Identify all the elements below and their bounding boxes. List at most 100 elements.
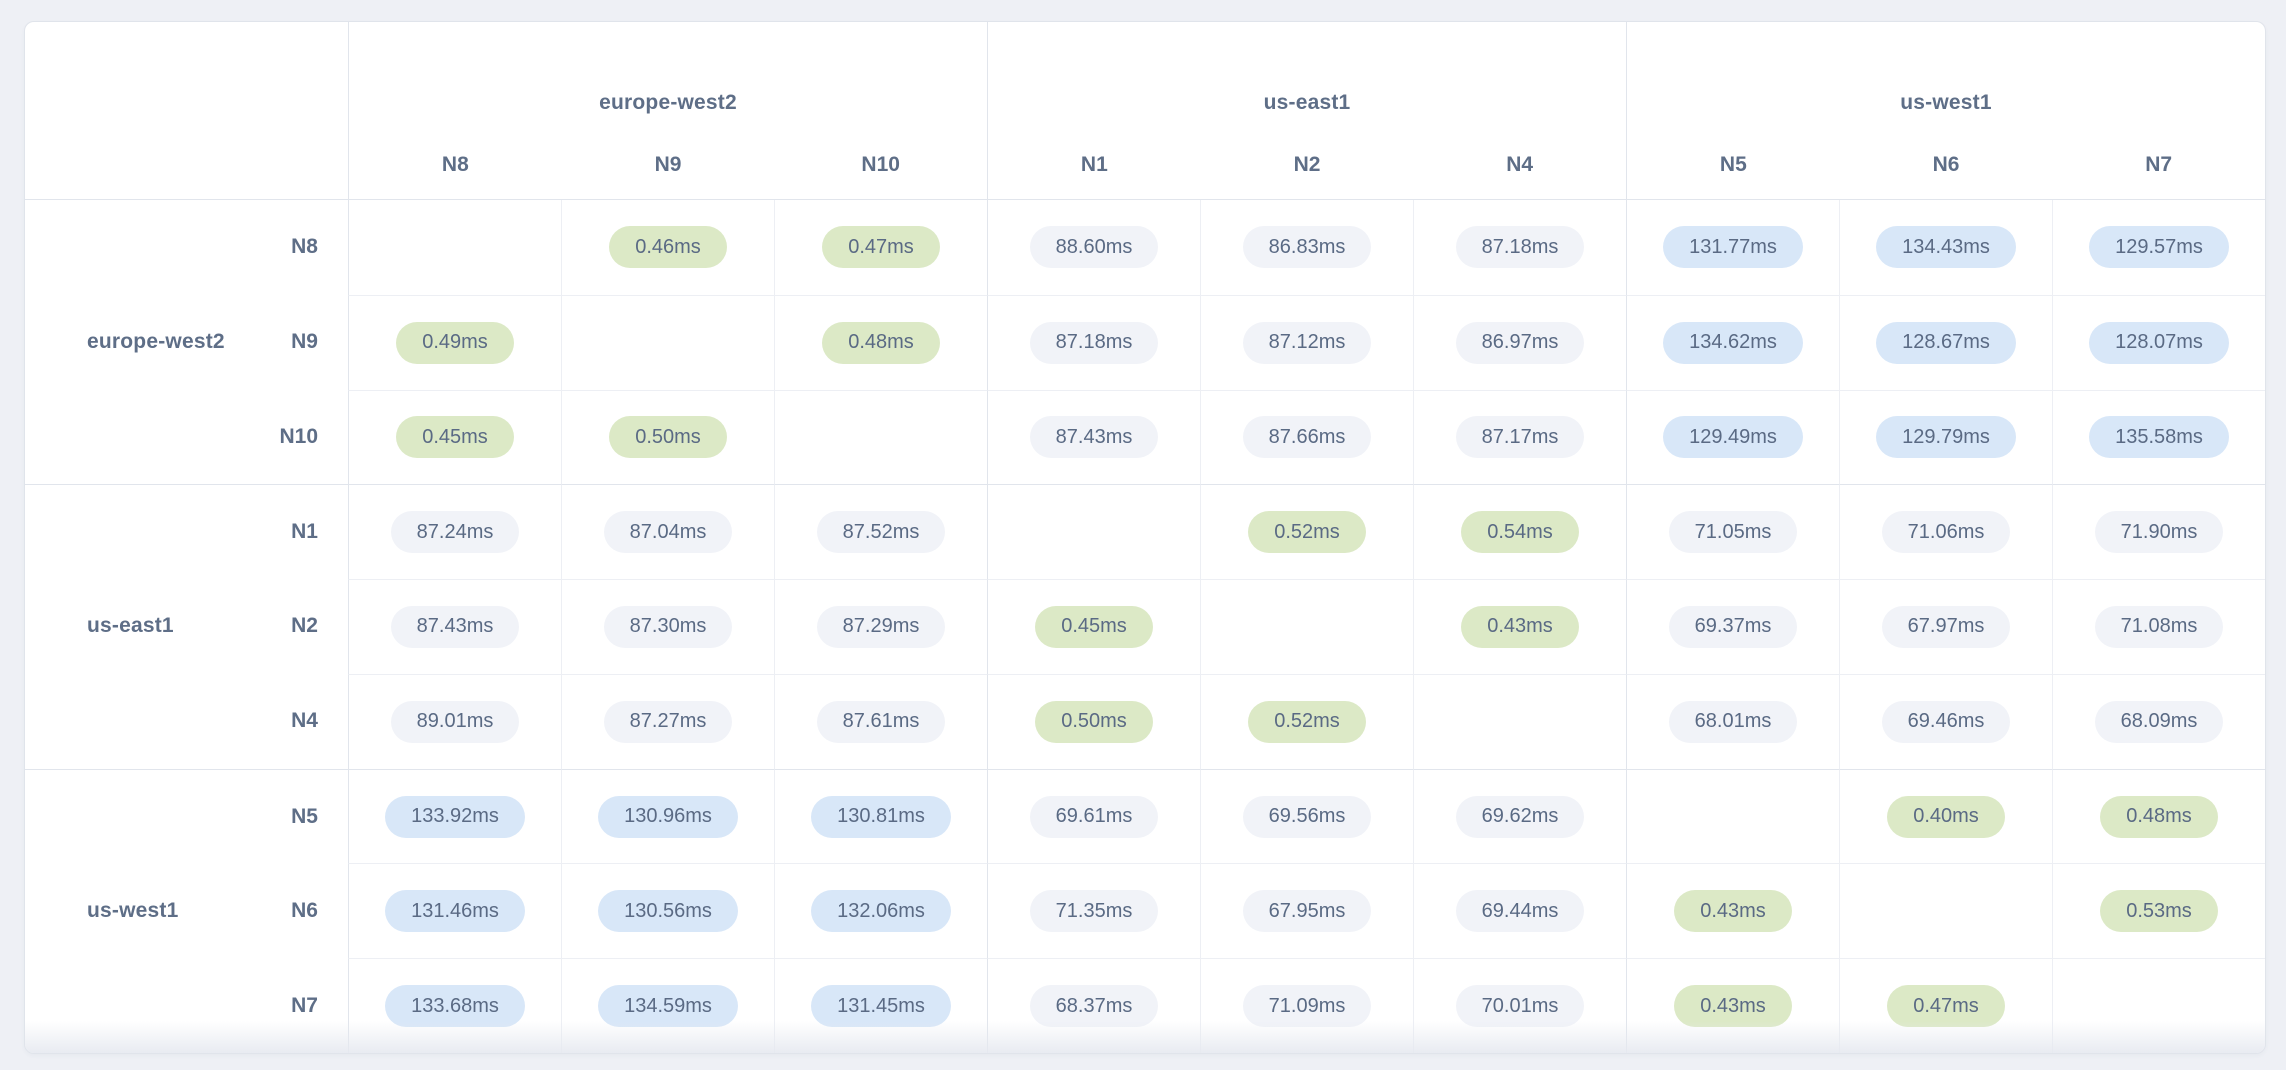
latency-pill: 67.97ms <box>1881 605 2011 648</box>
latency-cell: 87.24ms <box>348 484 561 580</box>
latency-pill: 0.52ms <box>1248 700 1366 743</box>
latency-pill: 0.52ms <box>1248 511 1366 554</box>
row-node-label: N4 <box>291 709 318 733</box>
latency-cell: 130.81ms <box>774 768 987 864</box>
latency-cell: 0.50ms <box>987 673 1200 769</box>
latency-cell <box>2052 958 2265 1053</box>
latency-pill: 87.52ms <box>816 511 946 554</box>
latency-cell: 131.46ms <box>348 863 561 959</box>
latency-cell: 87.29ms <box>774 579 987 674</box>
column-group-label: us-west1 <box>1900 91 1992 114</box>
latency-cell: 71.06ms <box>1839 484 2052 580</box>
column-node-label: N2 <box>1293 153 1321 176</box>
latency-pill: 87.04ms <box>603 511 733 554</box>
latency-cell: 134.62ms <box>1626 294 1839 390</box>
latency-cell: 0.48ms <box>2052 768 2265 864</box>
latency-cell: 130.56ms <box>561 863 774 959</box>
latency-cell: 0.48ms <box>774 294 987 390</box>
latency-pill: 87.43ms <box>390 605 520 648</box>
latency-pill: 0.47ms <box>822 226 940 269</box>
latency-pill: 0.50ms <box>1035 700 1153 743</box>
latency-cell: 0.43ms <box>1626 863 1839 959</box>
column-group-header: us-west1 N5 N6 N7 <box>1626 22 2265 200</box>
row-group-label: us-east1 <box>87 614 174 638</box>
latency-cell: 87.66ms <box>1200 389 1413 485</box>
latency-cell: 68.37ms <box>987 958 1200 1053</box>
column-node-label: N4 <box>1506 153 1534 176</box>
column-node-label: N7 <box>2145 153 2173 176</box>
latency-pill: 86.83ms <box>1242 226 1372 269</box>
latency-pill: 130.56ms <box>598 890 738 933</box>
latency-pill: 71.09ms <box>1242 985 1372 1028</box>
latency-pill: 69.44ms <box>1455 890 1585 933</box>
latency-pill: 68.01ms <box>1668 700 1798 743</box>
latency-pill: 69.46ms <box>1881 700 2011 743</box>
latency-cell: 0.43ms <box>1626 958 1839 1053</box>
latency-cell: 0.45ms <box>348 389 561 485</box>
latency-pill: 0.54ms <box>1461 511 1579 554</box>
latency-pill: 0.45ms <box>396 416 514 459</box>
latency-pill: 68.09ms <box>2094 700 2224 743</box>
latency-cell: 86.97ms <box>1413 294 1626 390</box>
latency-pill: 87.12ms <box>1242 321 1372 364</box>
latency-pill: 129.57ms <box>2089 226 2229 269</box>
latency-cell: 88.60ms <box>987 200 1200 295</box>
column-group-header: us-east1 N1 N2 N4 <box>987 22 1626 200</box>
latency-pill: 0.50ms <box>609 416 727 459</box>
row-header-cell: N1 <box>25 484 348 579</box>
latency-cell: 71.90ms <box>2052 484 2265 580</box>
latency-cell: 67.95ms <box>1200 863 1413 959</box>
latency-cell: 133.92ms <box>348 768 561 864</box>
latency-cell: 128.67ms <box>1839 294 2052 390</box>
latency-cell: 0.50ms <box>561 389 774 485</box>
latency-cell: 128.07ms <box>2052 294 2265 390</box>
latency-cell: 87.12ms <box>1200 294 1413 390</box>
latency-matrix-card: europe-west2 N8 N9 N10 us-east1 N1 N2 N4 us-west… <box>24 21 2266 1054</box>
latency-pill: 87.27ms <box>603 700 733 743</box>
latency-pill: 0.53ms <box>2100 890 2218 933</box>
latency-cell: 0.52ms <box>1200 673 1413 769</box>
latency-cell: 0.47ms <box>1839 958 2052 1053</box>
latency-cell: 131.77ms <box>1626 200 1839 295</box>
row-node-label: N2 <box>291 614 318 638</box>
latency-cell: 87.30ms <box>561 579 774 674</box>
latency-pill: 131.46ms <box>385 890 525 933</box>
latency-pill: 130.81ms <box>811 795 951 838</box>
latency-cell: 0.45ms <box>987 579 1200 674</box>
column-node-label: N5 <box>1719 153 1747 176</box>
latency-pill: 0.48ms <box>2100 795 2218 838</box>
row-node-label: N1 <box>291 520 318 544</box>
row-header-cell: us-west1 N6 <box>25 863 348 958</box>
column-node-labels: N5 N6 N7 <box>1627 131 2265 199</box>
latency-cell <box>774 389 987 485</box>
latency-cell: 87.17ms <box>1413 389 1626 485</box>
latency-cell: 69.37ms <box>1626 579 1839 674</box>
row-node-label: N10 <box>279 424 318 448</box>
latency-cell <box>348 200 561 295</box>
latency-pill: 0.43ms <box>1674 890 1792 933</box>
latency-cell: 67.97ms <box>1839 579 2052 674</box>
column-node-label: N8 <box>441 153 469 176</box>
latency-cell: 0.43ms <box>1413 579 1626 674</box>
matrix-corner-cell <box>25 22 348 200</box>
column-node-label: N1 <box>1080 153 1108 176</box>
latency-pill: 0.40ms <box>1887 795 2005 838</box>
latency-cell: 87.18ms <box>1413 200 1626 295</box>
latency-cell: 0.49ms <box>348 294 561 390</box>
latency-cell <box>1626 768 1839 864</box>
latency-cell: 71.08ms <box>2052 579 2265 674</box>
row-node-label: N7 <box>291 993 318 1017</box>
latency-pill: 134.59ms <box>598 985 738 1028</box>
latency-pill: 133.92ms <box>385 795 525 838</box>
latency-cell: 134.59ms <box>561 958 774 1053</box>
latency-cell: 0.46ms <box>561 200 774 295</box>
latency-pill: 128.07ms <box>2089 321 2229 364</box>
row-group-label: europe-west2 <box>87 330 225 354</box>
latency-pill: 130.96ms <box>598 795 738 838</box>
latency-pill: 131.45ms <box>811 985 951 1028</box>
latency-cell: 89.01ms <box>348 673 561 769</box>
latency-pill: 0.47ms <box>1887 985 2005 1028</box>
latency-pill: 71.35ms <box>1029 890 1159 933</box>
column-group-label: us-east1 <box>1263 91 1351 114</box>
latency-cell: 129.57ms <box>2052 200 2265 295</box>
